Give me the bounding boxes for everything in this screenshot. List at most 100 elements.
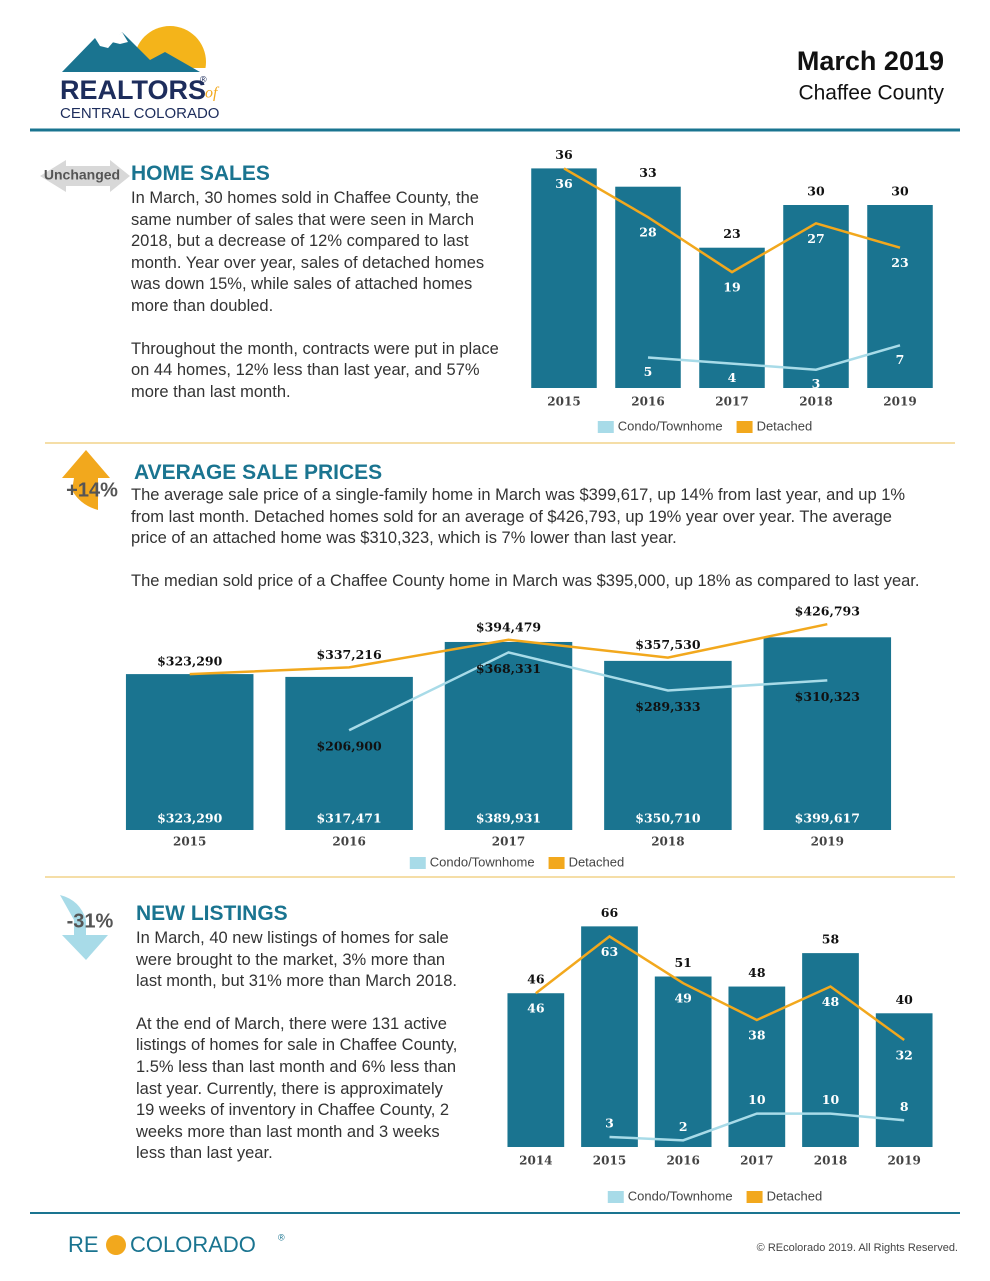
footer-logo: RE bbox=[68, 1232, 99, 1257]
logo-mark: ® bbox=[200, 74, 207, 84]
copyright: © REcolorado 2019. All Rights Reserved. bbox=[757, 1242, 958, 1254]
logo-sub: CENTRAL COLORADO bbox=[60, 105, 219, 122]
bar bbox=[507, 993, 565, 1147]
data-label: 36 bbox=[555, 147, 573, 162]
data-label: $357,530 bbox=[635, 637, 701, 652]
line bbox=[189, 622, 828, 676]
x-tick-label: 2017 bbox=[740, 1154, 773, 1168]
data-label: 66 bbox=[601, 905, 619, 920]
legend-swatch bbox=[736, 421, 753, 433]
legend-label: Condo/Townhome bbox=[618, 418, 723, 433]
data-label: 36 bbox=[555, 176, 573, 191]
data-label: 40 bbox=[895, 992, 913, 1007]
data-label: $323,290 bbox=[157, 654, 223, 669]
header-title: March 2019 bbox=[797, 46, 944, 76]
data-label: 28 bbox=[639, 225, 657, 240]
x-tick-label: 2015 bbox=[593, 1154, 626, 1168]
logo-name: REALTORS bbox=[60, 75, 206, 105]
x-tick-label: 2018 bbox=[799, 395, 832, 409]
bar bbox=[531, 168, 597, 388]
x-tick-label: 2016 bbox=[666, 1154, 699, 1168]
data-label: 48 bbox=[748, 965, 766, 980]
badge-arrow bbox=[62, 450, 110, 510]
data-label: $206,900 bbox=[316, 739, 382, 754]
data-label: 3 bbox=[605, 1115, 614, 1130]
logo-snow bbox=[95, 32, 128, 48]
badge-arrow bbox=[40, 160, 130, 192]
badge: +14% bbox=[66, 479, 118, 501]
data-label: $323,290 bbox=[157, 811, 223, 826]
data-label: 23 bbox=[891, 255, 908, 270]
line bbox=[609, 1112, 905, 1142]
paragraph: In March, 40 new listings of homes for s… bbox=[136, 929, 458, 991]
data-label: $368,331 bbox=[476, 661, 541, 676]
section-title: NEW LISTINGS bbox=[136, 902, 288, 925]
data-label: 4 bbox=[728, 370, 737, 385]
bar bbox=[581, 926, 638, 1147]
legend-label: Condo/Townhome bbox=[628, 1188, 733, 1203]
section-text: In March, 30 homes sold in Chaffee Count… bbox=[131, 188, 503, 424]
section-title: AVERAGE SALE PRICES bbox=[134, 461, 383, 484]
badge-arrow bbox=[60, 895, 108, 960]
line bbox=[535, 934, 905, 1042]
x-tick-label: 2015 bbox=[173, 835, 206, 849]
legend-label: Detached bbox=[757, 418, 813, 433]
paragraph: Throughout the month, contracts were put… bbox=[131, 339, 499, 401]
data-label: 51 bbox=[674, 955, 691, 970]
data-label: 27 bbox=[807, 231, 824, 246]
section-text: In March, 40 new listings of homes for s… bbox=[136, 928, 458, 1186]
data-label: 8 bbox=[900, 1099, 909, 1114]
data-label: 46 bbox=[527, 1001, 545, 1016]
x-tick-label: 2018 bbox=[814, 1154, 847, 1168]
bar bbox=[867, 205, 933, 388]
data-label: $289,333 bbox=[635, 699, 700, 714]
legend-label: Detached bbox=[569, 854, 625, 869]
bar bbox=[125, 674, 254, 830]
section-text: The average sale price of a single-famil… bbox=[131, 485, 921, 613]
legend-label: Condo/Townhome bbox=[430, 854, 535, 869]
logo-mask bbox=[120, 68, 220, 108]
legend-swatch bbox=[597, 421, 614, 433]
paragraph: At the end of March, there were 131 acti… bbox=[136, 1014, 458, 1163]
data-label: 30 bbox=[807, 184, 825, 199]
legend-swatch bbox=[409, 857, 426, 869]
data-label: $350,710 bbox=[635, 811, 701, 826]
section-title: HOME SALES bbox=[131, 162, 270, 185]
badge: Unchanged bbox=[44, 167, 120, 183]
bar bbox=[875, 1013, 933, 1147]
data-label: $426,793 bbox=[795, 604, 860, 619]
data-label: $317,471 bbox=[316, 811, 381, 826]
logo-mountains bbox=[62, 32, 200, 72]
data-label: $399,617 bbox=[795, 811, 860, 826]
logo-of: of bbox=[205, 85, 220, 102]
paragraph: The median sold price of a Chaffee Count… bbox=[131, 571, 920, 590]
bar bbox=[654, 976, 712, 1147]
x-tick-label: 2016 bbox=[631, 395, 664, 409]
footer-logo-icon bbox=[106, 1235, 126, 1255]
data-label: 58 bbox=[822, 932, 840, 947]
data-label: 30 bbox=[891, 184, 909, 199]
x-tick-label: 2017 bbox=[715, 395, 748, 409]
data-label: 32 bbox=[895, 1048, 912, 1063]
data-label: 49 bbox=[674, 991, 691, 1006]
bar bbox=[615, 186, 681, 388]
data-label: $337,216 bbox=[316, 647, 382, 662]
data-label: 3 bbox=[812, 376, 821, 391]
header-subtitle: Chaffee County bbox=[798, 82, 944, 105]
bar bbox=[604, 660, 732, 830]
x-tick-label: 2014 bbox=[519, 1154, 552, 1168]
paragraph: The average sale price of a single-famil… bbox=[131, 486, 906, 548]
badge: -31% bbox=[67, 910, 114, 932]
data-label: 2 bbox=[679, 1119, 688, 1134]
data-label: 19 bbox=[723, 280, 740, 295]
bar bbox=[802, 953, 859, 1147]
data-label: 10 bbox=[748, 1092, 766, 1107]
data-label: 48 bbox=[822, 994, 840, 1009]
line bbox=[647, 344, 901, 371]
x-tick-label: 2018 bbox=[651, 835, 684, 849]
data-label: 10 bbox=[822, 1092, 840, 1107]
legend-swatch bbox=[746, 1191, 763, 1203]
data-label: 63 bbox=[601, 944, 618, 959]
legend-label: Detached bbox=[767, 1188, 823, 1203]
